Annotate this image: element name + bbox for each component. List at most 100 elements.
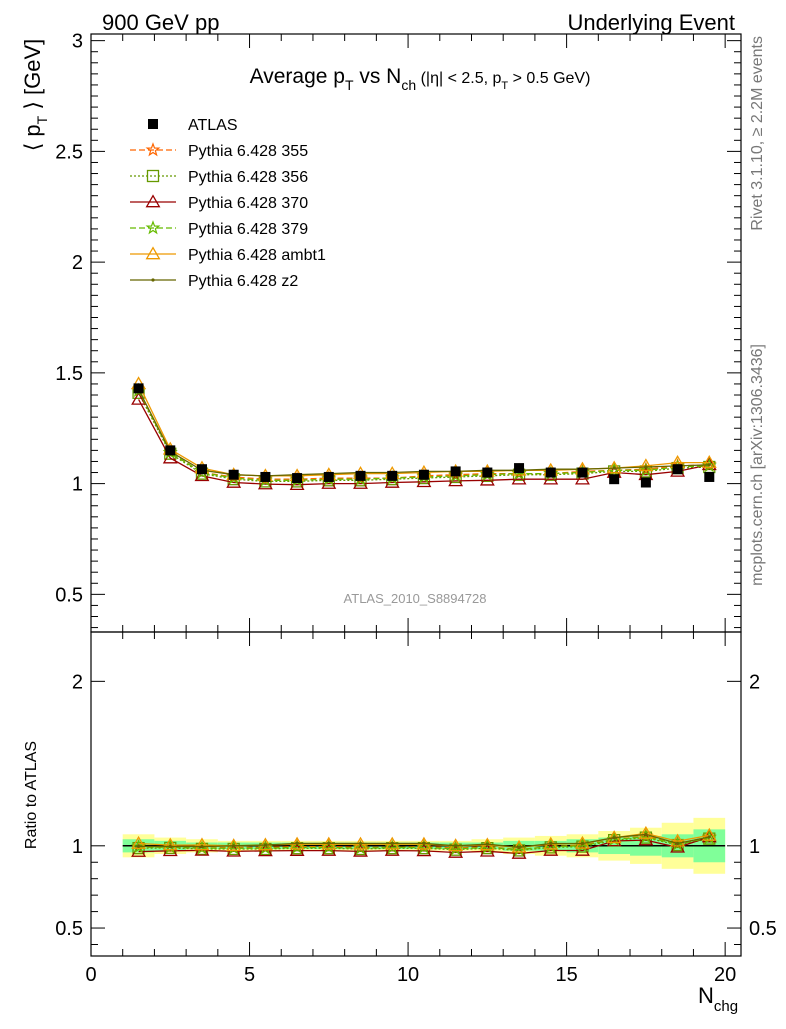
data-point bbox=[514, 463, 525, 474]
series-point bbox=[612, 466, 616, 470]
ratio-series-point bbox=[295, 841, 299, 846]
series-point bbox=[575, 471, 590, 485]
data-point bbox=[704, 471, 715, 482]
ratio-series-point bbox=[707, 835, 711, 839]
main-panel: 0.5 1 1.5 2 2.5 3 bbox=[55, 31, 742, 633]
series-point bbox=[131, 391, 147, 405]
ratio-series-point bbox=[327, 841, 331, 846]
ratio-series-point bbox=[549, 841, 553, 846]
ratio-series-point bbox=[232, 844, 236, 848]
ratio-series-point bbox=[168, 844, 172, 849]
data-point bbox=[609, 474, 620, 485]
data-point bbox=[545, 467, 556, 478]
ratio-series-line bbox=[138, 836, 710, 852]
data-point bbox=[196, 464, 207, 475]
ratio-series-point bbox=[580, 841, 585, 846]
legend-marker bbox=[151, 278, 155, 282]
ratio-y-tick-label: 1 bbox=[72, 836, 83, 858]
series-point bbox=[638, 458, 654, 472]
ratio-series-point bbox=[200, 844, 204, 849]
svg-text:Average pT vs Nch (|η| < 2.5,: Average pT vs Nch (|η| < 2.5, pT > 0.5 G… bbox=[250, 65, 591, 93]
y-tick-label: 0.5 bbox=[55, 584, 83, 606]
ratio-series-point bbox=[226, 838, 242, 852]
ratio-series-point bbox=[194, 837, 210, 851]
legend-marker-data bbox=[148, 119, 158, 129]
ratio-panel: 0 5 10 15 20 0.5 0.5 1 1 2 2 bbox=[55, 631, 777, 986]
legend-marker bbox=[145, 194, 161, 208]
data-point bbox=[640, 477, 651, 488]
ratio-y-tick-label-right: 1 bbox=[749, 836, 760, 858]
ratio-series-point bbox=[701, 827, 717, 841]
analysis-label: ATLAS_2010_S8894728 bbox=[344, 591, 487, 606]
x-tick-label: 5 bbox=[244, 964, 255, 986]
x-tick-label: 15 bbox=[555, 964, 577, 986]
ratio-series-point bbox=[358, 841, 363, 846]
ratio-series-point bbox=[136, 844, 141, 848]
ratio-series-point bbox=[263, 843, 267, 847]
ratio-series-point bbox=[390, 841, 394, 846]
series-point bbox=[644, 465, 648, 469]
legend-label: Pythia 6.428 355 bbox=[188, 143, 308, 160]
data-point bbox=[418, 469, 429, 480]
ratio-series-point bbox=[162, 837, 178, 851]
legend-label: Pythia 6.428 ambt1 bbox=[188, 247, 326, 264]
data-point bbox=[228, 469, 239, 480]
data-series bbox=[133, 383, 715, 488]
ratio-series-point bbox=[422, 841, 426, 846]
legend-marker bbox=[145, 246, 161, 260]
ratio-series-point bbox=[675, 841, 680, 846]
legend-label: Pythia 6.428 z2 bbox=[188, 273, 298, 290]
data-point bbox=[292, 473, 303, 484]
data-point bbox=[482, 467, 493, 478]
data-point bbox=[165, 445, 176, 456]
y-tick-label: 1 bbox=[72, 474, 83, 496]
series-point bbox=[707, 463, 711, 467]
ratio-y-axis-title: Ratio to ATLAS bbox=[23, 741, 40, 849]
ratio-series-point bbox=[612, 836, 616, 840]
ratio-series-point bbox=[485, 842, 489, 846]
ratio-series-point bbox=[644, 832, 648, 836]
x-tick-label: 10 bbox=[397, 964, 419, 986]
legend: ATLAS Pythia 6.428 355 Pythia 6.428 356 Pyt… bbox=[130, 117, 326, 290]
x-tick-label: 20 bbox=[714, 964, 736, 986]
ratio-series-point bbox=[517, 845, 521, 849]
mcplots-label: mcplots.cern.ch [arXiv:1306.3436] bbox=[749, 344, 766, 586]
data-point bbox=[355, 470, 366, 481]
ratio-series-point bbox=[257, 837, 273, 851]
y-tick-label: 1.5 bbox=[55, 363, 83, 385]
ratio-series-point bbox=[131, 835, 147, 849]
series-point bbox=[606, 460, 622, 474]
data-point bbox=[387, 470, 398, 481]
data-point bbox=[577, 467, 588, 478]
ratio-series-line bbox=[138, 836, 710, 851]
ratio-series-5 bbox=[136, 832, 711, 849]
y-tick-label: 2 bbox=[72, 252, 83, 274]
x-tick-label: 0 bbox=[85, 964, 96, 986]
legend-label: Pythia 6.428 370 bbox=[188, 195, 308, 212]
ratio-y-tick-label: 0.5 bbox=[55, 918, 83, 940]
series-point bbox=[701, 454, 717, 468]
header-right: Underlying Event bbox=[567, 10, 735, 35]
y-tick-label: 2.5 bbox=[55, 141, 83, 163]
rivet-label: Rivet 3.1.10, ≥ 2.2M events bbox=[749, 36, 766, 231]
x-axis-title: Nchg bbox=[698, 983, 738, 1015]
series-4 bbox=[131, 376, 717, 482]
data-point bbox=[672, 464, 683, 475]
legend-marker bbox=[145, 220, 161, 235]
data-point bbox=[133, 383, 144, 394]
svg-text:⟨ pT ⟩ [GeV]: ⟨ pT ⟩ [GeV] bbox=[20, 39, 50, 152]
plot-title: Average pT vs Nch (|η| < 2.5, pT > 0.5 G… bbox=[250, 65, 591, 93]
ratio-series-point bbox=[638, 825, 654, 839]
ratio-series-point bbox=[454, 844, 458, 848]
ratio-y-tick-label-right: 0.5 bbox=[749, 918, 777, 940]
ratio-y-tick-label: 2 bbox=[72, 671, 83, 693]
legend-label: Pythia 6.428 356 bbox=[188, 169, 308, 186]
y-axis-title: ⟨ pT ⟩ [GeV] bbox=[20, 39, 50, 152]
header-left: 900 GeV pp bbox=[102, 10, 219, 35]
ratio-series-point bbox=[670, 833, 686, 847]
ratio-frame bbox=[90, 631, 742, 957]
data-point bbox=[260, 471, 271, 482]
series-5 bbox=[136, 387, 711, 478]
